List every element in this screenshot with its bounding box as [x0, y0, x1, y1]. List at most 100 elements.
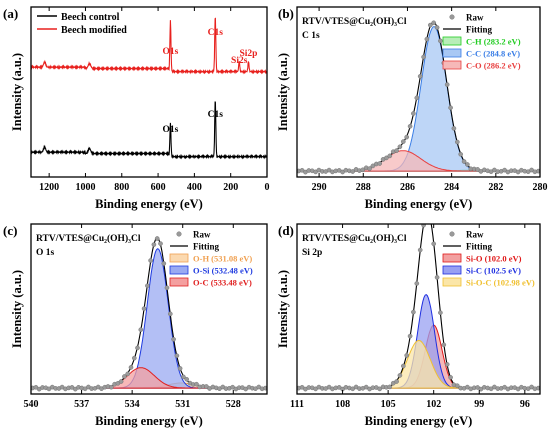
peak-label-4: O1s	[162, 125, 178, 135]
raw-point	[194, 381, 199, 387]
y-axis-label: Intensity (a.u.)	[276, 270, 290, 348]
x-tick-label: 99	[474, 399, 484, 410]
raw-point	[438, 310, 443, 316]
raw-point	[411, 309, 416, 315]
raw-point	[441, 342, 447, 348]
raw-point	[151, 242, 157, 247]
peak-label-1: C1s	[208, 28, 224, 38]
x-tick-label: 600	[151, 182, 166, 193]
plot-area	[297, 224, 540, 392]
legend-swatch-1	[442, 265, 462, 275]
raw-point	[536, 168, 540, 174]
x-tick-label: 531	[175, 399, 190, 410]
x-tick-label: 102	[426, 399, 441, 410]
raw-point	[397, 373, 403, 378]
x-axis-label: Binding energy (eV)	[95, 197, 203, 211]
raw-point	[465, 162, 470, 167]
raw-point	[475, 167, 480, 172]
raw-point	[184, 376, 189, 382]
legend-label-1: Beech modified	[61, 25, 127, 36]
panel-3: RTV/VTES@Cu₂(OH)₃Cl Si 2p Raw Fitting Si-O (…	[276, 223, 541, 428]
legend-swatch-0	[169, 253, 189, 263]
x-tick-label: 96	[520, 399, 530, 410]
raw-point	[434, 275, 440, 280]
raw-point	[454, 139, 460, 145]
raw-point	[431, 20, 437, 26]
x-tick-label: 800	[114, 182, 129, 193]
panel-label: (b)	[278, 6, 294, 21]
x-tick-label: 400	[187, 182, 202, 193]
x-axis-label: Binding energy (eV)	[365, 414, 473, 428]
y-axis-label: Intensity (a.u.)	[10, 270, 24, 348]
raw-point	[148, 258, 153, 263]
plot-frame	[296, 223, 541, 395]
x-tick-label: 0	[265, 182, 270, 193]
raw-point	[461, 159, 467, 164]
plot-area	[31, 17, 267, 160]
x-tick-label: 111	[290, 399, 304, 410]
raw-point	[135, 345, 140, 351]
raw-point	[434, 25, 440, 30]
panel-title: RTV/VTES@Cu₂(OH)₃Cl	[36, 233, 141, 244]
peak-label-3: Si2p	[239, 49, 257, 59]
raw-point	[128, 365, 134, 370]
legend-swatch-1	[169, 265, 189, 275]
legend-component-label-2: Si-O-C (102.98 eV)	[466, 278, 535, 288]
raw-point	[363, 384, 369, 390]
raw-point	[411, 111, 416, 116]
x-tick-label: 537	[74, 399, 89, 410]
raw-point	[404, 134, 410, 140]
panel-label: (d)	[278, 223, 294, 238]
raw-point	[421, 224, 426, 228]
raw-point	[536, 385, 540, 391]
panel-subtitle: C 1s	[302, 31, 320, 41]
legend-fit-label: Fitting	[466, 242, 492, 252]
raw-point	[407, 124, 413, 129]
series-line-1	[31, 17, 267, 75]
panel-subtitle: Si 2p	[302, 248, 322, 258]
raw-point	[360, 167, 366, 173]
panel-title: RTV/VTES@Cu₂(OH)₃Cl	[302, 233, 407, 244]
raw-point	[424, 36, 430, 42]
raw-point	[167, 311, 173, 317]
raw-point	[417, 247, 423, 253]
raw-point	[400, 139, 406, 144]
panel-subtitle: O 1s	[36, 248, 55, 258]
raw-point	[174, 353, 180, 359]
legend-raw-label: Raw	[466, 230, 484, 240]
legend-component-label-1: O-Si (532.48 eV)	[193, 266, 253, 276]
raw-point	[417, 74, 423, 79]
legend-swatch-2	[442, 277, 462, 287]
raw-point	[384, 155, 389, 161]
legend-component-label-1: C-C (284.8 eV)	[466, 49, 520, 59]
raw-point	[400, 363, 406, 369]
raw-point	[131, 355, 137, 361]
raw-point	[397, 144, 403, 150]
legend-raw-marker	[449, 14, 455, 20]
x-tick-label: 534	[125, 399, 140, 410]
raw-point	[431, 241, 437, 247]
legend-component-label-0: Si-O (102.0 eV)	[466, 254, 522, 264]
raw-point	[122, 374, 127, 379]
raw-point	[448, 105, 453, 110]
panel-0: Beech control Beech modified O1s C1s Si2sSi2…	[3, 6, 270, 211]
raw-point	[454, 383, 460, 389]
raw-point	[145, 283, 150, 289]
legend-label-0: Beech control	[61, 12, 120, 23]
x-tick-label: 540	[24, 399, 39, 410]
legend-swatch-0	[442, 253, 462, 263]
x-tick-label: 105	[381, 399, 396, 410]
plot-frame	[30, 223, 268, 395]
legend-swatch-2	[169, 277, 189, 287]
raw-point	[141, 306, 147, 311]
raw-point	[387, 153, 393, 159]
x-tick-label: 1000	[75, 182, 95, 193]
legend-component-label-1: Si-C (102.5 eV)	[466, 266, 521, 276]
legend-component-label-0: O-H (531.08 eV)	[193, 254, 252, 264]
plot-frame	[296, 6, 541, 178]
x-tick-label: 282	[488, 182, 503, 193]
raw-point	[125, 371, 130, 377]
raw-point	[414, 95, 420, 101]
raw-point	[138, 327, 144, 333]
